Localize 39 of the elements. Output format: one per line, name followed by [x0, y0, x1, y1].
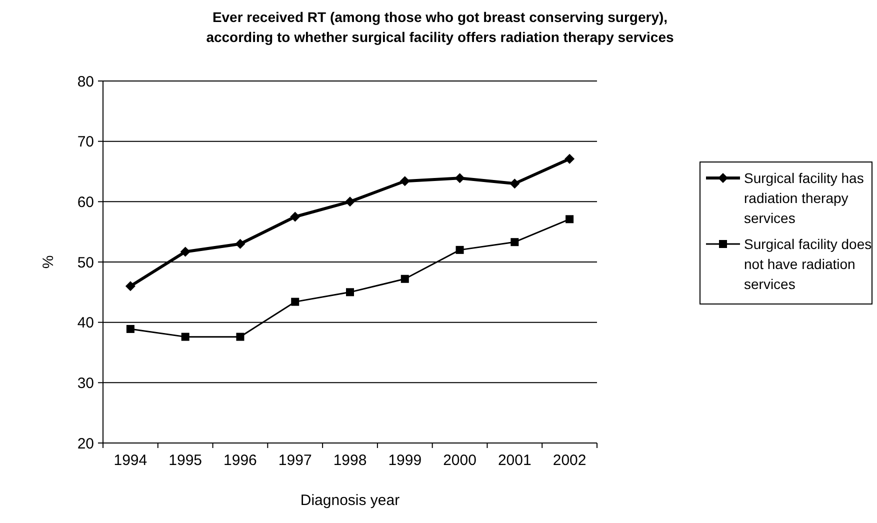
x-tick-label: 2002	[552, 452, 586, 469]
point	[564, 154, 575, 164]
point	[235, 238, 246, 249]
point	[291, 298, 300, 306]
x-axis-title: Diagnosis year	[300, 492, 400, 509]
point	[236, 332, 244, 341]
y-tick-label: 60	[77, 194, 94, 211]
point	[290, 212, 300, 222]
y-tick-label: 30	[77, 374, 94, 392]
point	[454, 173, 465, 184]
x-tick-label: 1999	[388, 452, 422, 469]
x-tick-label: 1998	[333, 452, 367, 469]
y-tick-label: 50	[77, 254, 94, 272]
y-tick-label: 20	[77, 435, 94, 452]
y-tick-label: 40	[77, 314, 94, 332]
point	[345, 196, 355, 207]
x-tick-label: 1996	[224, 452, 257, 469]
point	[400, 274, 409, 283]
point	[456, 246, 464, 254]
point	[125, 281, 136, 292]
point	[181, 332, 190, 341]
point	[180, 246, 190, 257]
legend-label: Surgical facility does not have radiation services	[744, 236, 872, 292]
y-tick-label: 70	[77, 134, 94, 151]
y-tick-label: 80	[77, 73, 94, 90]
x-tick-label: 1997	[278, 452, 312, 469]
point	[510, 238, 519, 246]
point	[346, 288, 354, 296]
point	[126, 324, 134, 333]
point	[400, 176, 410, 186]
y-axis-title: %	[40, 255, 57, 269]
point	[510, 178, 520, 189]
x-tick-label: 1995	[168, 452, 202, 469]
x-tick-label: 2000	[443, 452, 476, 469]
chart-title: Ever received RT (among those who got breast conserving surgery), according to whether surgical facility offers radiation therapy services	[206, 9, 674, 45]
point	[566, 215, 574, 224]
x-tick-label: 2001	[498, 452, 532, 469]
x-tick-label: 1994	[114, 452, 148, 469]
legend-label: Surgical facility has radiation therapy services	[744, 170, 864, 226]
